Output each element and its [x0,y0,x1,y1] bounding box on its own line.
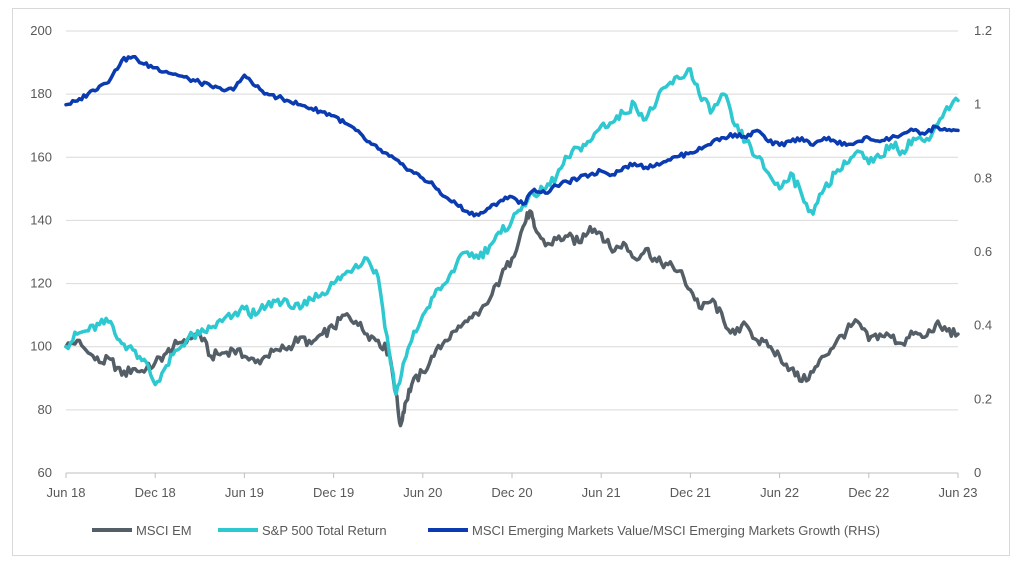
y-left-tick-label: 200 [30,23,52,38]
x-axis: Jun 18 Dec 18 Jun 19 Dec 19 Jun 20 Dec 20 Jun … [46,472,978,500]
x-tick-label: Jun 19 [225,485,264,500]
y-right-tick-label: 0.4 [974,318,992,333]
y-axis-right: 0 0.2 0.4 0.6 0.8 1 1.2 [974,23,992,480]
legend: MSCI EM S&P 500 Total Return MSCI Emerging… [92,523,880,538]
x-tick-label: Jun 21 [582,485,621,500]
x-tick-label: Jun 23 [938,485,977,500]
y-axis-left: 60 80 100 120 140 160 180 200 [30,23,52,480]
y-left-tick-label: 160 [30,149,52,164]
y-right-tick-label: 0.8 [974,170,992,185]
series-lines [64,55,960,428]
legend-label: MSCI Emerging Markets Value/MSCI Emergin… [472,523,880,538]
y-right-tick-label: 0.6 [974,244,992,259]
y-left-tick-label: 140 [30,212,52,227]
legend-label: S&P 500 Total Return [262,523,387,538]
y-left-tick-label: 120 [30,276,52,291]
y-right-tick-label: 0.2 [974,391,992,406]
x-tick-label: Jun 18 [46,485,85,500]
x-tick-label: Jun 20 [403,485,442,500]
y-right-tick-label: 1 [974,97,981,112]
chart-frame [12,8,1010,556]
legend-label: MSCI EM [136,523,192,538]
y-left-tick-label: 80 [38,402,52,417]
series-line-2 [64,55,960,218]
y-right-tick-label: 0 [974,465,981,480]
x-tick-label: Dec 19 [313,485,354,500]
series-line-1 [64,67,960,396]
x-tick-label: Dec 20 [491,485,532,500]
x-tick-label: Dec 22 [848,485,889,500]
x-tick-label: Dec 21 [670,485,711,500]
y-right-tick-label: 1.2 [974,23,992,38]
gridlines [66,30,958,411]
y-left-tick-label: 100 [30,339,52,354]
x-tick-label: Jun 22 [760,485,799,500]
x-tick-label: Dec 18 [135,485,176,500]
series-line-0 [64,209,960,428]
y-left-tick-label: 60 [38,465,52,480]
y-left-tick-label: 180 [30,86,52,101]
